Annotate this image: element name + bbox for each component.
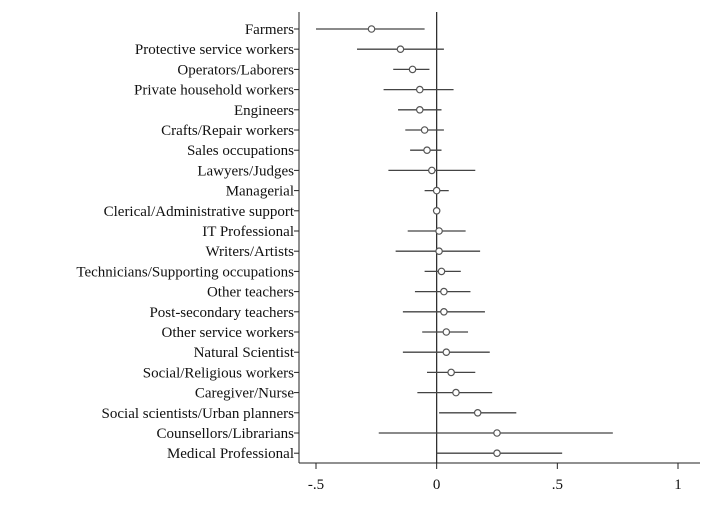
point-estimate <box>493 429 501 437</box>
category-label: Social/Religious workers <box>143 365 294 381</box>
point-estimate <box>432 207 441 215</box>
category-label: Lawyers/Judges <box>197 163 294 179</box>
category-label: Medical Professional <box>167 446 294 462</box>
x-tick-label: 0 <box>433 477 441 493</box>
point-estimate <box>432 186 441 195</box>
point-estimate <box>408 65 417 74</box>
category-label: Engineers <box>234 103 294 119</box>
point-estimate <box>440 287 448 296</box>
category-label: Other teachers <box>207 285 294 301</box>
category-label: Sales occupations <box>187 143 294 159</box>
category-label: Natural Scientist <box>194 345 295 361</box>
category-label: Farmers <box>245 22 294 38</box>
category-label: Post-secondary teachers <box>149 305 294 321</box>
point-estimate <box>452 388 460 397</box>
category-label: Private household workers <box>134 83 294 99</box>
category-label: Technicians/Supporting occupations <box>76 264 294 280</box>
plot-area <box>316 12 613 463</box>
category-label: Clerical/Administrative support <box>104 204 295 220</box>
category-label: Managerial <box>226 184 294 200</box>
point-estimate <box>420 126 429 134</box>
point-estimate <box>442 328 451 336</box>
point-estimate <box>440 307 448 316</box>
category-label: Operators/Laborers <box>177 62 294 78</box>
y-axis: Farmers Protective service workers Operato… <box>76 12 300 463</box>
point-estimate <box>435 227 443 235</box>
point-estimate <box>442 348 451 357</box>
point-estimate <box>437 267 446 276</box>
category-label: Caregiver/Nurse <box>195 386 294 402</box>
point-estimate <box>415 85 424 94</box>
point-estimate <box>447 368 455 377</box>
point-estimate <box>423 146 431 155</box>
point-estimate <box>473 408 482 417</box>
category-label: Writers/Artists <box>205 244 294 260</box>
point-estimate <box>435 247 443 256</box>
category-label: Protective service workers <box>135 42 294 58</box>
category-label: Crafts/Repair workers <box>161 123 294 139</box>
point-estimate <box>367 25 376 33</box>
x-tick-label: .5 <box>552 477 563 493</box>
point-estimate <box>428 166 436 175</box>
x-tick-label: 1 <box>674 477 682 493</box>
point-estimate <box>493 449 501 458</box>
category-label: IT Professional <box>202 224 294 240</box>
point-estimate <box>415 106 424 114</box>
x-tick-label: -.5 <box>308 477 324 493</box>
category-label: Social scientists/Urban planners <box>102 406 295 422</box>
category-label: Other service workers <box>162 325 295 341</box>
point-estimate <box>396 45 405 54</box>
category-label: Counsellors/Librarians <box>157 426 295 442</box>
x-axis: -.5 0 .5 1 <box>299 462 700 493</box>
